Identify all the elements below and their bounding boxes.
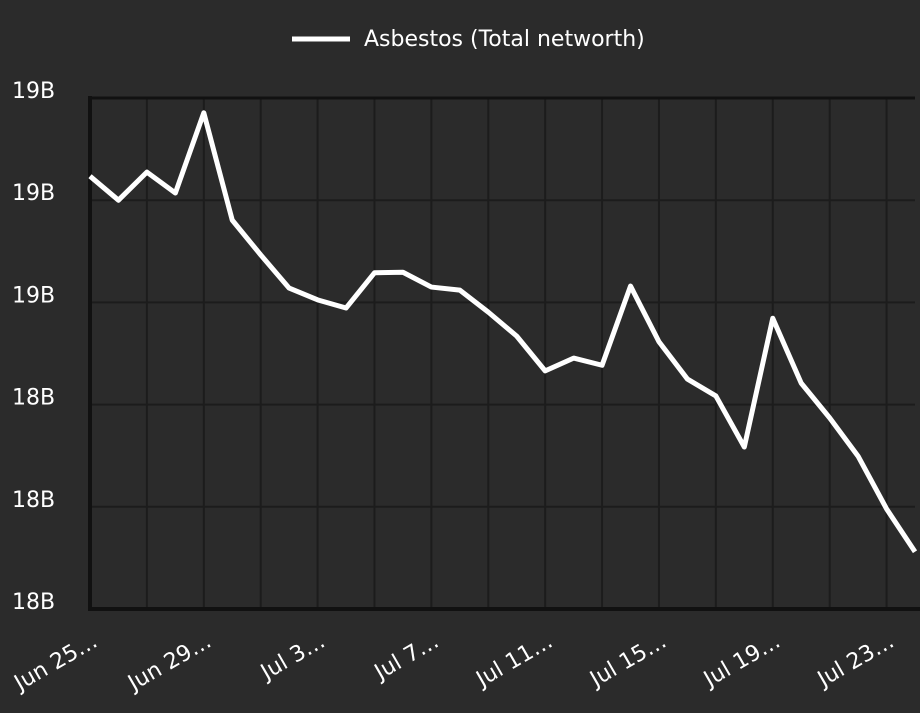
x-tick-label: Jul 23… bbox=[812, 629, 899, 693]
legend-label: Asbestos (Total networth) bbox=[364, 27, 645, 52]
x-tick-label: Jul 11… bbox=[471, 629, 558, 693]
x-tick-label: Jul 3… bbox=[255, 629, 329, 686]
y-tick-label: 19B bbox=[12, 79, 55, 104]
x-tick-label: Jul 7… bbox=[369, 629, 443, 686]
y-tick-label: 18B bbox=[12, 590, 55, 615]
y-tick-label: 19B bbox=[12, 181, 55, 206]
y-tick-label: 18B bbox=[12, 386, 55, 411]
x-tick-label: Jun 29… bbox=[122, 629, 215, 697]
y-tick-label: 18B bbox=[12, 488, 55, 513]
x-tick-label: Jul 15… bbox=[584, 629, 671, 693]
x-tick-label: Jul 19… bbox=[698, 629, 785, 693]
y-tick-label: 19B bbox=[12, 283, 55, 308]
series-line bbox=[88, 110, 918, 554]
x-tick-label: Jun 25… bbox=[9, 629, 102, 697]
